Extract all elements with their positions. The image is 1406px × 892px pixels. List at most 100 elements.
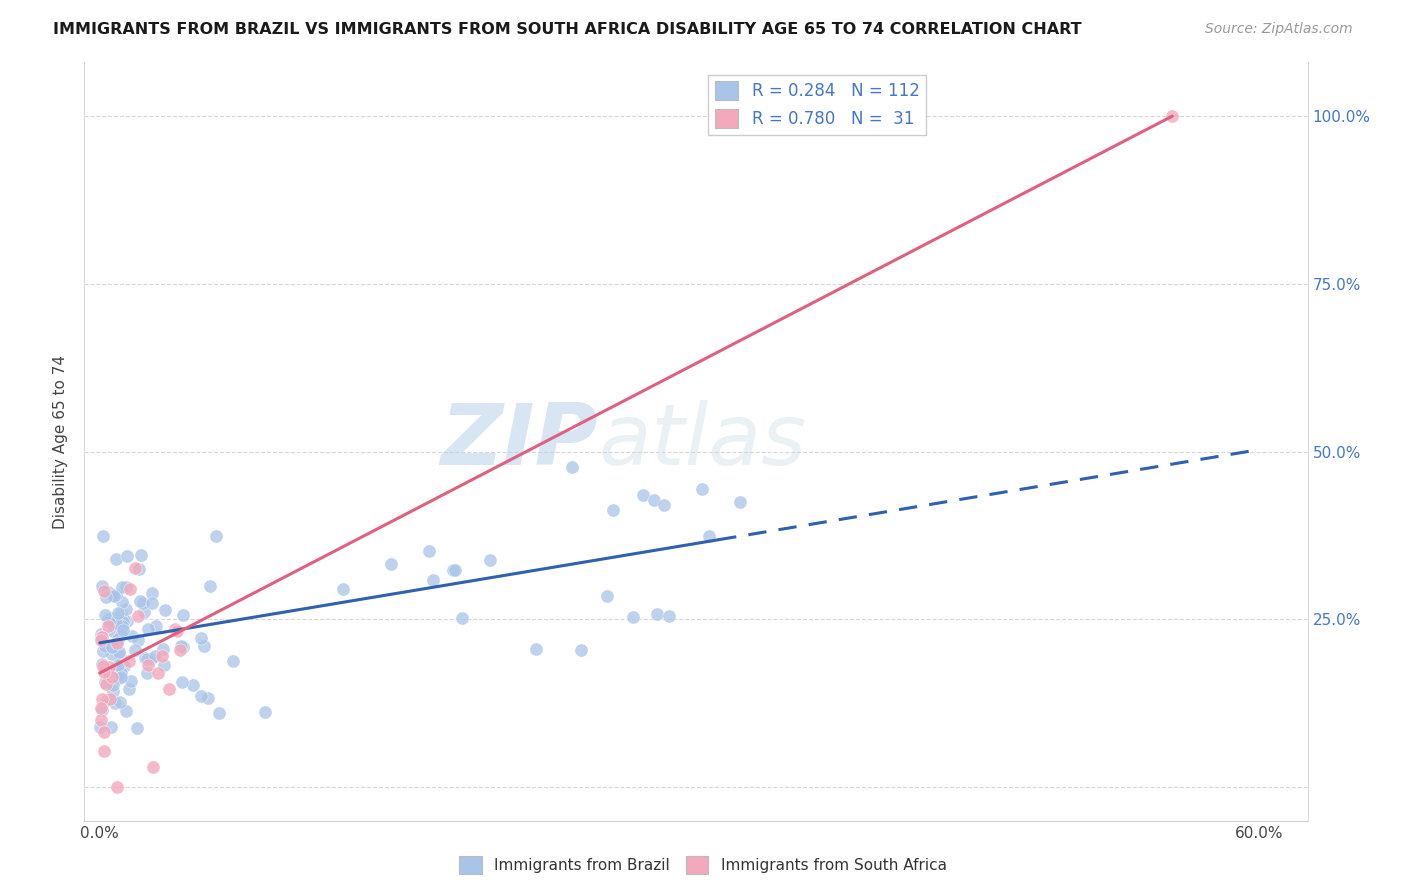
Point	[90, 579, 112, 593]
Point	[571, 642, 593, 657]
Point	[112, 615, 135, 629]
Point	[97, 611, 120, 625]
Point	[380, 558, 402, 572]
Point	[254, 705, 277, 719]
Point	[479, 552, 502, 566]
Point	[90, 633, 112, 648]
Point	[418, 544, 440, 558]
Point	[152, 642, 174, 657]
Point	[101, 640, 124, 654]
Point	[110, 670, 132, 684]
Point	[621, 610, 644, 624]
Point	[94, 590, 117, 604]
Point	[728, 495, 751, 509]
Point	[166, 624, 188, 639]
Point	[136, 658, 159, 673]
Text: atlas: atlas	[598, 400, 806, 483]
Point	[643, 492, 665, 507]
Point	[100, 648, 122, 662]
Point	[107, 657, 129, 672]
Point	[115, 614, 138, 628]
Point	[91, 659, 114, 673]
Point	[602, 502, 624, 516]
Point	[633, 488, 655, 502]
Point	[93, 607, 115, 622]
Point	[127, 632, 149, 647]
Point	[155, 602, 177, 616]
Point	[697, 529, 720, 543]
Point	[172, 607, 194, 622]
Point	[150, 649, 173, 664]
Point	[111, 595, 134, 609]
Point	[145, 619, 167, 633]
Point	[128, 593, 150, 607]
Point	[112, 614, 135, 628]
Legend: R = 0.284   N = 112, R = 0.780   N =  31: R = 0.284 N = 112, R = 0.780 N = 31	[709, 75, 927, 135]
Point	[101, 670, 124, 684]
Point	[165, 622, 187, 636]
Point	[108, 648, 131, 663]
Point	[101, 588, 124, 602]
Point	[107, 632, 129, 646]
Text: IMMIGRANTS FROM BRAZIL VS IMMIGRANTS FROM SOUTH AFRICA DISABILITY AGE 65 TO 74 C: IMMIGRANTS FROM BRAZIL VS IMMIGRANTS FRO…	[53, 22, 1083, 37]
Point	[200, 579, 222, 593]
Point	[110, 628, 132, 642]
Point	[1161, 109, 1184, 123]
Point	[104, 662, 127, 676]
Point	[120, 582, 142, 597]
Point	[132, 605, 155, 619]
Point	[690, 482, 713, 496]
Point	[98, 692, 121, 706]
Point	[112, 658, 135, 673]
Point	[111, 580, 134, 594]
Point	[207, 706, 229, 720]
Point	[124, 643, 146, 657]
Point	[141, 596, 163, 610]
Point	[114, 704, 136, 718]
Point	[125, 721, 148, 735]
Point	[89, 720, 111, 734]
Point	[172, 640, 194, 655]
Point	[108, 645, 131, 659]
Point	[193, 639, 215, 653]
Point	[97, 585, 120, 599]
Point	[107, 607, 129, 621]
Point	[91, 691, 114, 706]
Y-axis label: Disability Age 65 to 74: Disability Age 65 to 74	[53, 354, 69, 529]
Point	[91, 657, 114, 671]
Point	[443, 563, 465, 577]
Point	[103, 589, 125, 603]
Point	[111, 619, 134, 633]
Point	[332, 582, 354, 597]
Point	[96, 677, 118, 691]
Point	[172, 674, 194, 689]
Point	[120, 674, 142, 689]
Point	[104, 696, 127, 710]
Point	[134, 650, 156, 665]
Point	[118, 681, 141, 696]
Point	[103, 678, 125, 692]
Point	[94, 674, 117, 689]
Point	[441, 563, 464, 577]
Point	[451, 610, 474, 624]
Point	[105, 588, 128, 602]
Point	[104, 615, 127, 630]
Point	[135, 666, 157, 681]
Point	[157, 681, 180, 696]
Point	[197, 690, 219, 705]
Point	[124, 561, 146, 575]
Point	[153, 657, 176, 672]
Point	[645, 607, 668, 622]
Point	[111, 623, 134, 637]
Point	[97, 665, 120, 679]
Point	[121, 630, 143, 644]
Point	[129, 549, 152, 563]
Point	[97, 618, 120, 632]
Point	[105, 780, 128, 794]
Point	[93, 665, 115, 679]
Point	[93, 583, 115, 598]
Point	[101, 684, 124, 698]
Point	[596, 589, 619, 603]
Point	[91, 703, 114, 717]
Point	[90, 714, 112, 728]
